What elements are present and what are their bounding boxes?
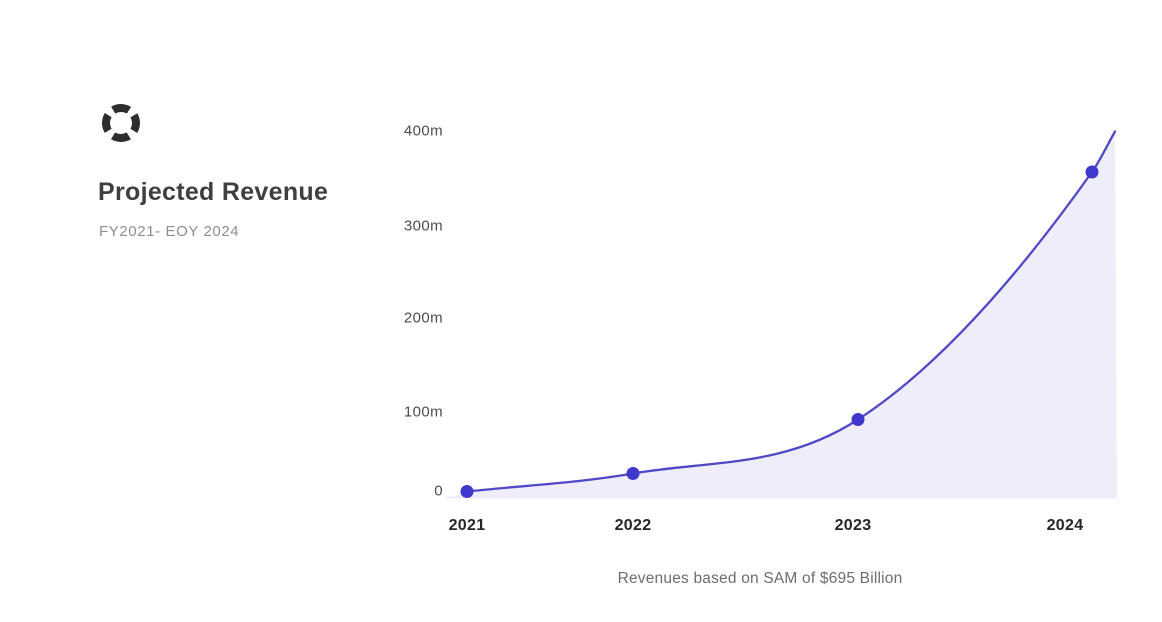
data-point-markers [460, 165, 1099, 498]
y-axis-tick-label: 300m [403, 217, 443, 235]
brand-logo [99, 101, 143, 145]
x-axis-tick-label: 2024 [1046, 517, 1084, 534]
x-axis-tick-label: 2021 [448, 517, 486, 534]
y-axis-tick-label: 0 [434, 482, 443, 500]
page-subtitle: FY2021- EOY 2024 [99, 223, 240, 240]
x-axis-tick-label: 2023 [834, 517, 872, 534]
data-point-2024 [1085, 165, 1099, 179]
data-point-2023 [851, 413, 865, 426]
page-title: Projected Revenue [98, 178, 329, 206]
data-point-2021 [460, 485, 474, 498]
revenue-area-fill [450, 131, 1117, 498]
y-axis-tick-label: 100m [403, 403, 443, 421]
y-axis-tick-label: 200m [403, 309, 443, 327]
chart-caption: Revenues based on SAM of $695 Billion [617, 570, 903, 587]
y-axis-tick-label: 400m [403, 122, 443, 140]
x-axis-tick-label: 2022 [614, 517, 652, 534]
data-point-2022 [626, 467, 640, 480]
segmented-circle-icon [102, 104, 140, 142]
